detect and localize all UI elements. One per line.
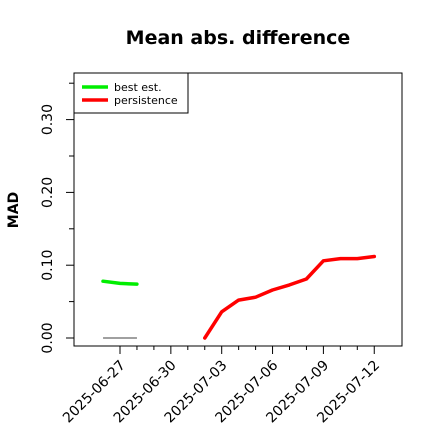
plot-layer: 0.000.100.200.302025-06-272025-06-302025… [40, 72, 403, 426]
plot-frame [73, 72, 403, 347]
legend-label: best est. [114, 81, 162, 94]
legend-label: persistence [114, 94, 178, 107]
series-line-best-est [101, 279, 139, 286]
y-axis-label: MAD [6, 192, 22, 228]
chart-title: Mean abs. difference [126, 27, 351, 49]
y-tick-label: 0.10 [40, 250, 56, 281]
legend-box [73, 72, 189, 114]
series-line-persistence [203, 254, 377, 340]
y-tick-label: 0.00 [40, 322, 56, 353]
y-tick-label: 0.30 [40, 104, 56, 135]
y-tick-label: 0.20 [40, 177, 56, 208]
